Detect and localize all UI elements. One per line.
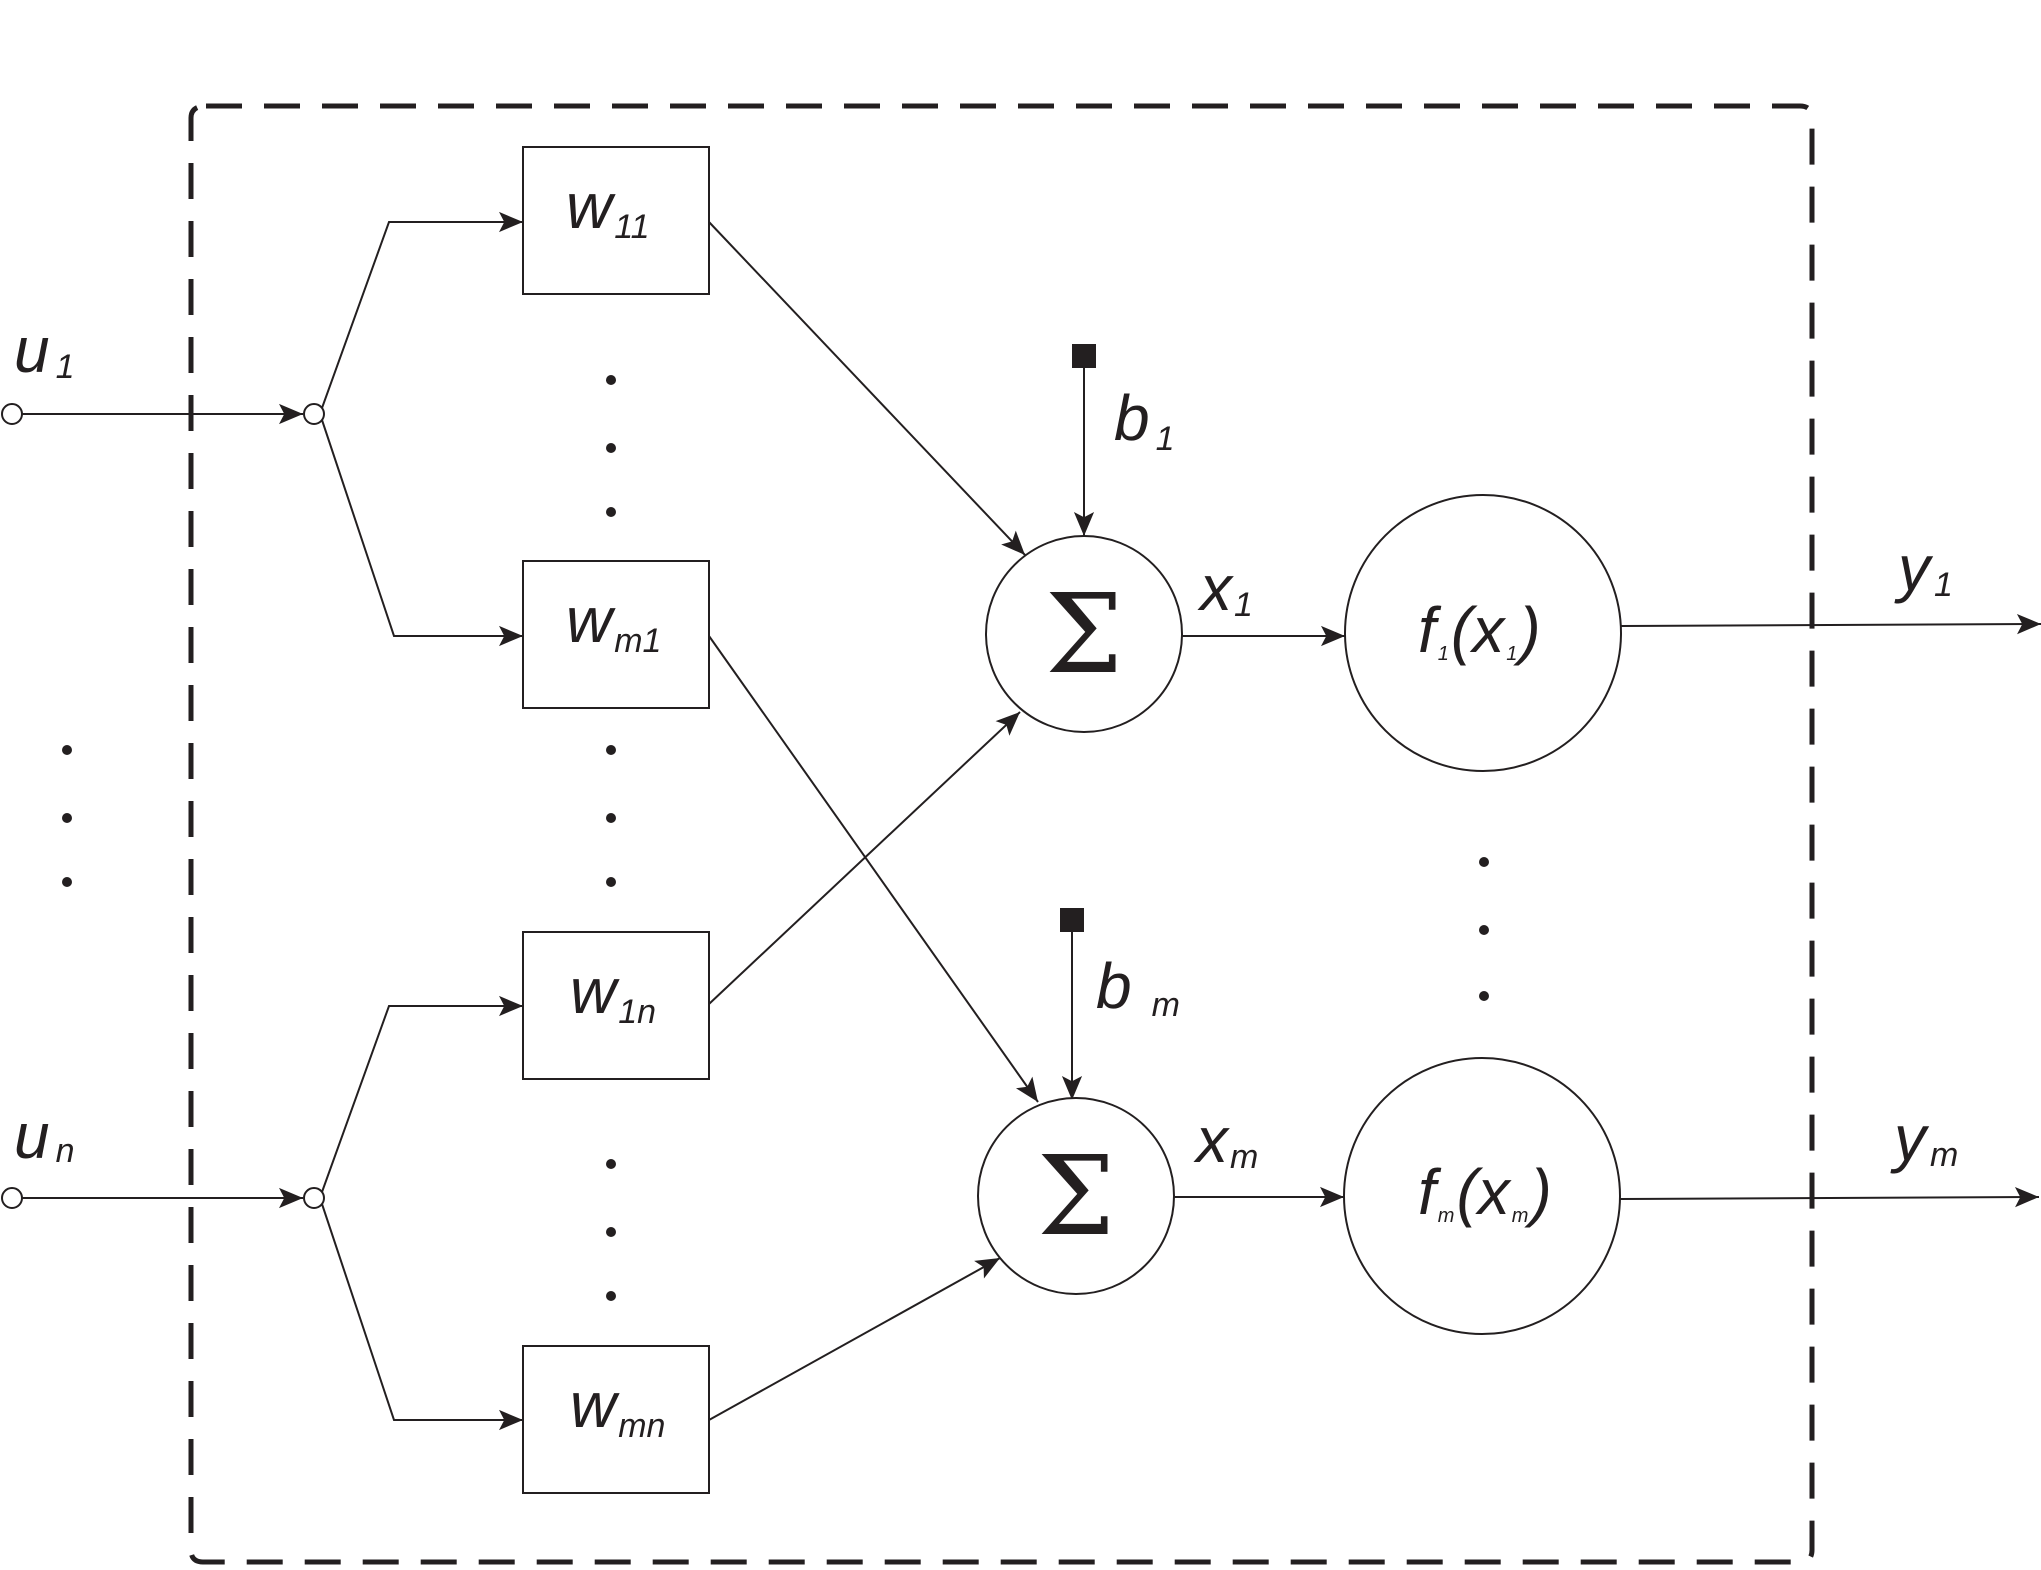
label-f1-of-x1: f 1(x 1) [1418,594,1541,666]
edge-un-wmn [321,1203,523,1431]
branch-node-un [303,1187,325,1209]
input-port-u1 [1,403,23,425]
output-line-ym [1619,1187,2040,1208]
activation-node-m [1343,1057,1621,1335]
edge-un-w1n [321,995,523,1193]
edge-wm1-summ [708,635,1039,1103]
weight-box-w11 [522,146,710,295]
bias-source-b1 [1072,344,1096,368]
sigma-symbol-1: Σ [1045,570,1123,698]
weight-box-w1n [522,931,710,1080]
summing-node-1 [985,535,1183,733]
edge-w11-sum1 [708,221,1026,556]
sigma-symbol-m: Σ [1037,1132,1115,1260]
label-x1: x1 [1197,552,1253,624]
edge-wmn-summ [708,1257,1001,1421]
input-port-un [1,1187,23,1209]
label-w1n: w1n [570,955,656,1031]
weight-box-wmn [522,1345,710,1494]
output-line-y1 [1620,614,2041,635]
ellipsis-weights-upper [606,375,616,517]
label-wm1: wm1 [566,584,661,660]
label-wmn: wmn [570,1369,665,1445]
edge-u1-wm1 [321,419,523,647]
edge-u1-w11 [321,211,523,409]
weight-box-wm1 [522,560,710,709]
branch-node-u1 [303,403,325,425]
layer-boundary [188,103,1815,1565]
activation-node-1 [1344,494,1622,772]
label-xm: xm [1193,1104,1258,1176]
ellipsis-activations [1479,857,1489,1001]
label-w11: w11 [566,170,650,246]
ellipsis-inputs [62,745,72,887]
ellipsis-weights-lower [606,1159,616,1301]
bias-source-bm [1060,908,1084,932]
ellipsis-weights-middle [606,745,616,887]
edge-w1n-sum1 [708,711,1021,1005]
